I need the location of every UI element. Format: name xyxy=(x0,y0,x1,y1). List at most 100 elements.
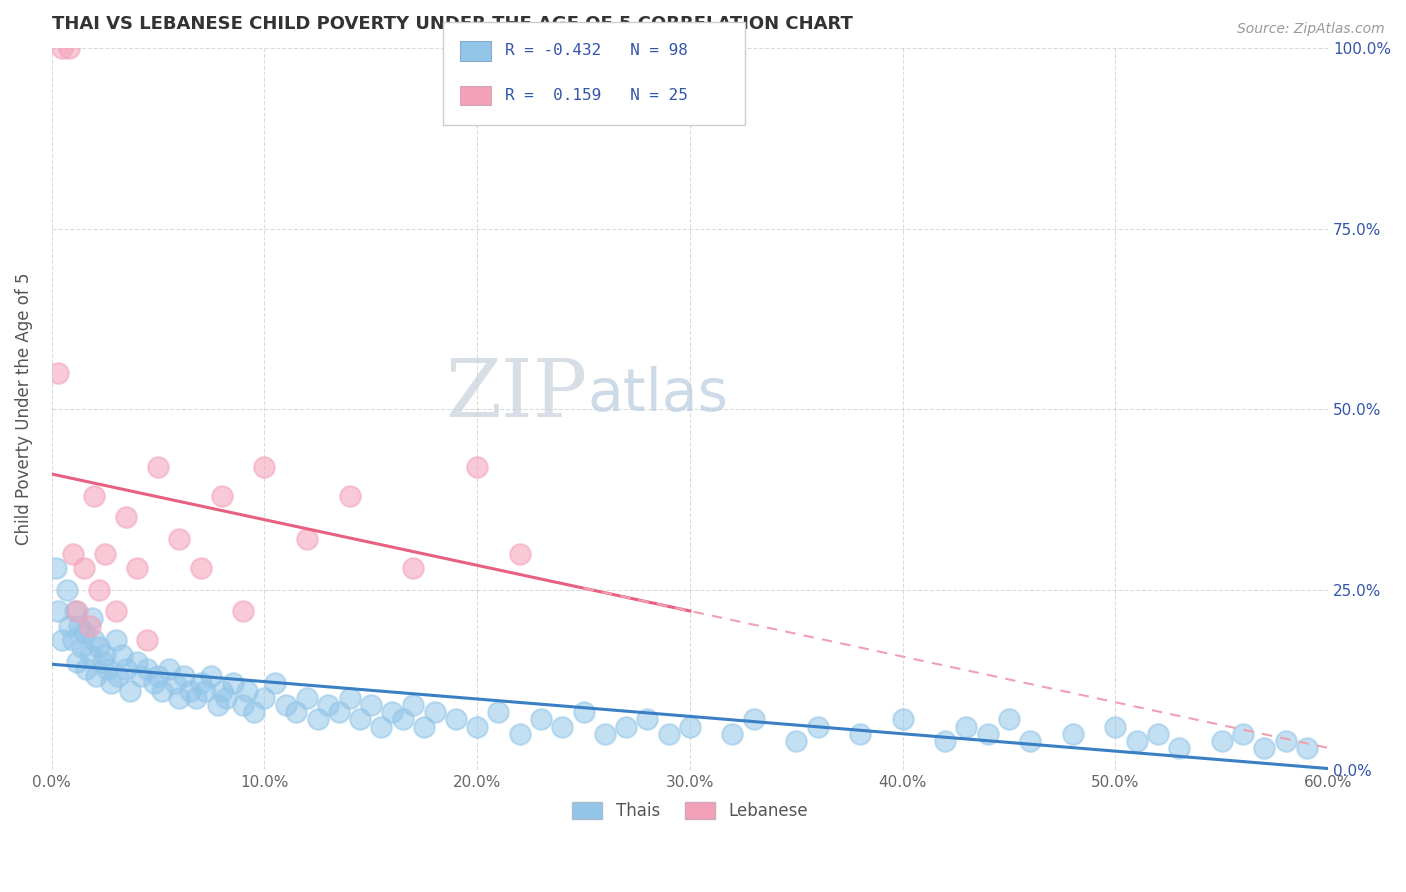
Point xyxy=(423,706,446,720)
Point xyxy=(360,698,382,712)
Point xyxy=(83,489,105,503)
Point xyxy=(94,648,117,662)
Point xyxy=(465,720,488,734)
Point xyxy=(157,662,180,676)
Point xyxy=(45,561,67,575)
Point xyxy=(370,720,392,734)
Point xyxy=(62,547,84,561)
Point xyxy=(530,713,553,727)
Point xyxy=(146,669,169,683)
Point xyxy=(82,611,104,625)
Point xyxy=(316,698,339,712)
Text: R =  0.159   N = 25: R = 0.159 N = 25 xyxy=(505,88,688,103)
Point xyxy=(849,727,872,741)
Point xyxy=(339,690,361,705)
Point xyxy=(232,604,254,618)
Point xyxy=(806,720,828,734)
Point xyxy=(1104,720,1126,734)
Point xyxy=(87,640,110,655)
Point xyxy=(67,618,90,632)
Point xyxy=(94,547,117,561)
Point xyxy=(1019,734,1042,748)
Point xyxy=(211,489,233,503)
Point xyxy=(70,640,93,655)
Point xyxy=(679,720,702,734)
Point xyxy=(75,662,97,676)
Point xyxy=(1147,727,1170,741)
Point xyxy=(46,604,69,618)
Y-axis label: Child Poverty Under the Age of 5: Child Poverty Under the Age of 5 xyxy=(15,273,32,546)
Point xyxy=(207,698,229,712)
Point xyxy=(1062,727,1084,741)
Point xyxy=(86,669,108,683)
Point xyxy=(79,618,101,632)
Point xyxy=(79,648,101,662)
Point xyxy=(1125,734,1147,748)
Point xyxy=(125,561,148,575)
Point xyxy=(232,698,254,712)
Point xyxy=(211,683,233,698)
Point xyxy=(509,727,531,741)
Point xyxy=(179,683,201,698)
Text: R = -0.432   N = 98: R = -0.432 N = 98 xyxy=(505,44,688,58)
Point xyxy=(381,706,404,720)
Point xyxy=(215,690,238,705)
Point xyxy=(721,727,744,741)
Point xyxy=(253,459,276,474)
Point xyxy=(87,582,110,597)
Point xyxy=(236,683,259,698)
Point xyxy=(190,561,212,575)
Point xyxy=(285,706,308,720)
Point xyxy=(120,683,142,698)
Point xyxy=(1253,741,1275,756)
Point xyxy=(264,676,287,690)
Point xyxy=(253,690,276,705)
Point xyxy=(186,690,208,705)
Point xyxy=(934,734,956,748)
Point xyxy=(62,633,84,648)
Point xyxy=(136,633,159,648)
Legend: Thais, Lebanese: Thais, Lebanese xyxy=(565,795,814,827)
Point xyxy=(465,459,488,474)
Text: THAI VS LEBANESE CHILD POVERTY UNDER THE AGE OF 5 CORRELATION CHART: THAI VS LEBANESE CHILD POVERTY UNDER THE… xyxy=(52,15,852,33)
Point xyxy=(243,706,266,720)
Point xyxy=(444,713,467,727)
Point xyxy=(104,604,127,618)
Point xyxy=(391,713,413,727)
Point xyxy=(125,655,148,669)
Point xyxy=(551,720,574,734)
Point xyxy=(96,662,118,676)
Point xyxy=(115,510,138,524)
Point xyxy=(349,713,371,727)
Point xyxy=(51,633,73,648)
Point xyxy=(66,604,89,618)
Point xyxy=(73,561,96,575)
Point xyxy=(402,561,425,575)
Point xyxy=(55,582,77,597)
Point xyxy=(593,727,616,741)
Point xyxy=(46,366,69,380)
Point xyxy=(221,676,243,690)
Point xyxy=(194,683,217,698)
Point xyxy=(146,459,169,474)
Point xyxy=(165,676,187,690)
Point xyxy=(51,41,73,55)
Point xyxy=(150,683,173,698)
Text: ZIP: ZIP xyxy=(446,356,588,434)
Point xyxy=(100,676,122,690)
Point xyxy=(83,633,105,648)
Point xyxy=(169,690,191,705)
Point xyxy=(129,669,152,683)
Point xyxy=(1211,734,1233,748)
Point xyxy=(66,655,89,669)
Point xyxy=(173,669,195,683)
Point xyxy=(742,713,765,727)
Point xyxy=(73,626,96,640)
Point xyxy=(115,662,138,676)
Point xyxy=(111,648,134,662)
Point xyxy=(104,633,127,648)
Point xyxy=(295,690,318,705)
Point xyxy=(998,713,1021,727)
Point xyxy=(190,676,212,690)
Point xyxy=(58,41,80,55)
